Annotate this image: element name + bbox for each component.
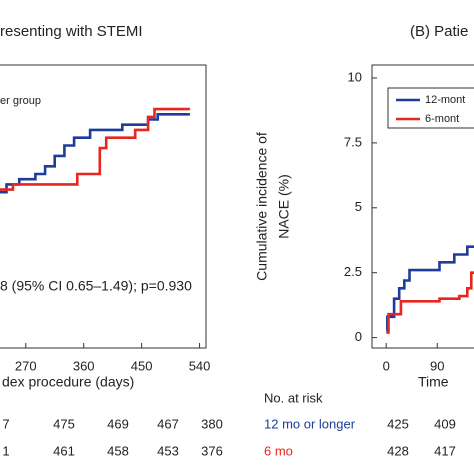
risk-value: 475 [53,416,75,431]
x-tick-label: 450 [131,358,153,373]
annotation: 8 (95% CI 0.65–1.49); p=0.930 [0,278,192,294]
y-tick-label: 10 [348,69,362,84]
x-tick-label: 0 [383,358,390,373]
risk-value: 467 [157,416,179,431]
survival-curve [386,245,474,332]
risk-value: 425 [387,416,409,431]
y-tick-label: 7.5 [344,134,362,149]
legend-box [387,87,474,129]
y-tick-label: 5 [355,199,362,214]
risk-value: 376 [201,443,223,458]
risk-value: 469 [107,416,129,431]
risk-row-label: 6 mo [264,443,293,458]
risk-row-label: 12 mo or longer [264,416,356,431]
y-axis-label: NACE (%) [276,174,292,239]
survival-curve [0,107,190,191]
legend-label: er group [0,95,41,107]
plot-frame [0,64,207,349]
chart-title: resenting with STEMI [0,23,143,40]
plot-frame [371,64,474,349]
y-tick-label: 0 [355,329,362,344]
x-tick-label: 270 [15,358,37,373]
chart-title: (B) Patie [410,23,468,40]
survival-curve [386,271,474,334]
y-axis-label: Cumulative incidence of [254,132,270,281]
x-tick-label: 360 [73,358,95,373]
risk-value: 409 [434,416,456,431]
legend-label: 12-mont [425,94,465,106]
x-tick-label: 540 [189,358,211,373]
risk-value: 1 [2,443,9,458]
legend-label: 6-mont [425,113,459,125]
risk-value: 461 [53,443,75,458]
risk-value: 417 [434,443,456,458]
y-tick-label: 2.5 [344,264,362,279]
risk-value: 453 [157,443,179,458]
risk-value: 428 [387,443,409,458]
x-tick-label: 90 [430,358,444,373]
survival-curve [0,113,190,194]
x-axis-label: dex procedure (days) [2,374,134,390]
risk-value: 7 [2,416,9,431]
risk-value: 458 [107,443,129,458]
risk-table-title: No. at risk [264,390,323,405]
x-axis-label: Time [418,374,449,390]
risk-value: 380 [201,416,223,431]
